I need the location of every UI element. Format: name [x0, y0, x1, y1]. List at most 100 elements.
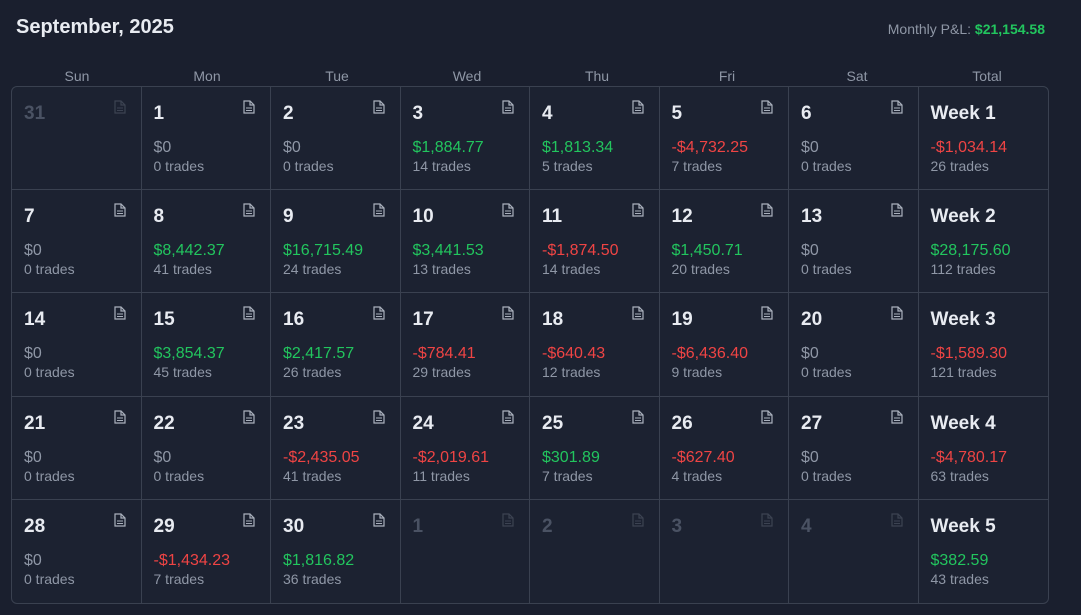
day-cell[interactable]: 14 $0 0 trades [12, 293, 142, 397]
day-cell[interactable]: 6 $0 0 trades [789, 87, 919, 191]
note-icon[interactable] [761, 409, 774, 424]
weekday-label-thu: Thu [584, 68, 610, 84]
note-icon[interactable] [113, 306, 127, 320]
day-cell[interactable]: 19 -$6,436.40 9 trades [659, 293, 789, 397]
note-icon[interactable] [243, 100, 256, 114]
day-number: 18 [542, 309, 564, 331]
day-pnl: $16,715.49 [283, 242, 364, 260]
note-icon[interactable] [631, 513, 645, 527]
weekday-label-mon: Mon [193, 68, 221, 84]
note-icon[interactable] [502, 409, 515, 424]
note-icon[interactable] [113, 409, 127, 424]
note-icon[interactable] [243, 203, 256, 217]
day-pnl: $0 [283, 139, 301, 156]
day-cell[interactable]: 29 -$1,434.23 7 trades [142, 499, 271, 603]
weekday-label-wed: Wed [452, 68, 482, 84]
note-icon[interactable] [502, 203, 515, 217]
note-icon[interactable] [502, 513, 515, 527]
day-cell[interactable]: 11 -$1,874.50 14 trades [530, 190, 660, 294]
day-trades: 14 trades [542, 261, 601, 278]
day-number: 24 [412, 412, 434, 434]
note-icon[interactable] [502, 100, 515, 114]
day-pnl: $0 [801, 242, 819, 260]
day-cell[interactable]: 9 $16,715.49 24 trades [271, 190, 401, 294]
day-trades: 11 trades [412, 467, 470, 484]
note-icon[interactable] [631, 306, 645, 320]
note-icon[interactable] [631, 100, 645, 114]
day-cell[interactable]: 7 $0 0 trades [12, 190, 142, 294]
day-cell[interactable]: 17 -$784.41 29 trades [400, 293, 530, 397]
note-icon[interactable] [502, 306, 515, 320]
day-cell[interactable]: 31 [12, 87, 142, 191]
day-cell[interactable]: 2 [530, 499, 660, 603]
day-cell[interactable]: 12 $1,450.71 20 trades [659, 190, 789, 294]
note-icon[interactable] [113, 203, 127, 217]
day-trades: 7 trades [153, 570, 205, 587]
day-cell[interactable]: 3 [660, 499, 789, 603]
note-icon[interactable] [890, 100, 904, 114]
day-cell[interactable]: 24 -$2,019.61 11 trades [400, 396, 530, 500]
week-total-cell: Week 1 -$1,034.14 26 trades [918, 87, 1048, 191]
week-total-cell: Week 4 -$4,780.17 63 trades [918, 397, 1048, 500]
note-icon[interactable] [372, 100, 386, 114]
day-cell[interactable]: 13 $0 0 trades [789, 190, 919, 294]
week-trades: 121 trades [930, 364, 997, 381]
day-pnl: $1,884.77 [412, 139, 484, 156]
day-pnl: -$2,435.05 [283, 448, 360, 466]
day-cell[interactable]: 21 $0 0 trades [12, 396, 142, 500]
day-cell[interactable]: 2 $0 0 trades [271, 87, 401, 191]
day-trades: 12 trades [542, 364, 601, 381]
note-icon[interactable] [631, 203, 645, 217]
note-icon[interactable] [113, 100, 127, 114]
note-icon[interactable] [761, 100, 774, 114]
day-cell[interactable]: 4 [789, 499, 919, 603]
note-icon[interactable] [761, 306, 774, 320]
day-cell[interactable]: 16 $2,417.57 26 trades [271, 293, 401, 397]
day-pnl: $0 [153, 139, 172, 156]
note-icon[interactable] [761, 513, 774, 527]
day-number: 26 [671, 412, 693, 434]
day-cell[interactable]: 1 [401, 499, 530, 603]
day-cell[interactable]: 15 $3,854.37 45 trades [141, 293, 271, 397]
day-number: 16 [283, 309, 305, 331]
day-cell[interactable]: 20 $0 0 trades [789, 293, 919, 397]
note-icon[interactable] [890, 306, 904, 320]
note-icon[interactable] [890, 409, 904, 424]
weekday-label-total: Total [972, 68, 1002, 84]
day-cell[interactable]: 10 $3,441.53 13 trades [400, 190, 530, 294]
note-icon[interactable] [890, 203, 904, 217]
day-number: 1 [153, 103, 165, 124]
day-cell[interactable]: 3 $1,884.77 14 trades [400, 87, 530, 191]
day-pnl: $0 [801, 139, 819, 156]
note-icon[interactable] [243, 513, 256, 527]
day-number: 8 [153, 206, 165, 228]
day-pnl: $2,417.57 [283, 345, 355, 363]
day-pnl: -$627.40 [671, 448, 735, 466]
day-number: 6 [801, 103, 812, 124]
note-icon[interactable] [372, 306, 386, 320]
day-cell[interactable]: 23 -$2,435.05 41 trades [271, 396, 401, 500]
note-icon[interactable] [243, 306, 256, 320]
day-pnl: -$2,019.61 [412, 448, 490, 466]
day-cell[interactable]: 22 $0 0 trades [141, 396, 271, 500]
note-icon[interactable] [372, 513, 386, 527]
note-icon[interactable] [890, 513, 904, 527]
note-icon[interactable] [113, 513, 127, 527]
day-cell[interactable]: 18 -$640.43 12 trades [530, 293, 660, 397]
day-cell[interactable]: 25 $301.89 7 trades [530, 396, 660, 500]
day-cell[interactable]: 4 $1,813.34 5 trades [530, 87, 660, 191]
note-icon[interactable] [243, 409, 256, 424]
day-cell[interactable]: 28 $0 0 trades [12, 499, 142, 603]
day-cell[interactable]: 26 -$627.40 4 trades [659, 396, 789, 500]
note-icon[interactable] [372, 203, 386, 217]
day-cell[interactable]: 8 $8,442.37 41 trades [141, 190, 271, 294]
note-icon[interactable] [372, 409, 386, 424]
day-cell[interactable]: 5 -$4,732.25 7 trades [659, 87, 789, 191]
day-number: 14 [24, 309, 46, 331]
note-icon[interactable] [631, 409, 645, 424]
note-icon[interactable] [761, 203, 774, 217]
day-cell[interactable]: 27 $0 0 trades [789, 396, 919, 500]
day-cell[interactable]: 30 $1,816.82 36 trades [271, 499, 401, 603]
day-cell[interactable]: 1 $0 0 trades [141, 87, 271, 191]
day-trades: 0 trades [801, 158, 852, 174]
